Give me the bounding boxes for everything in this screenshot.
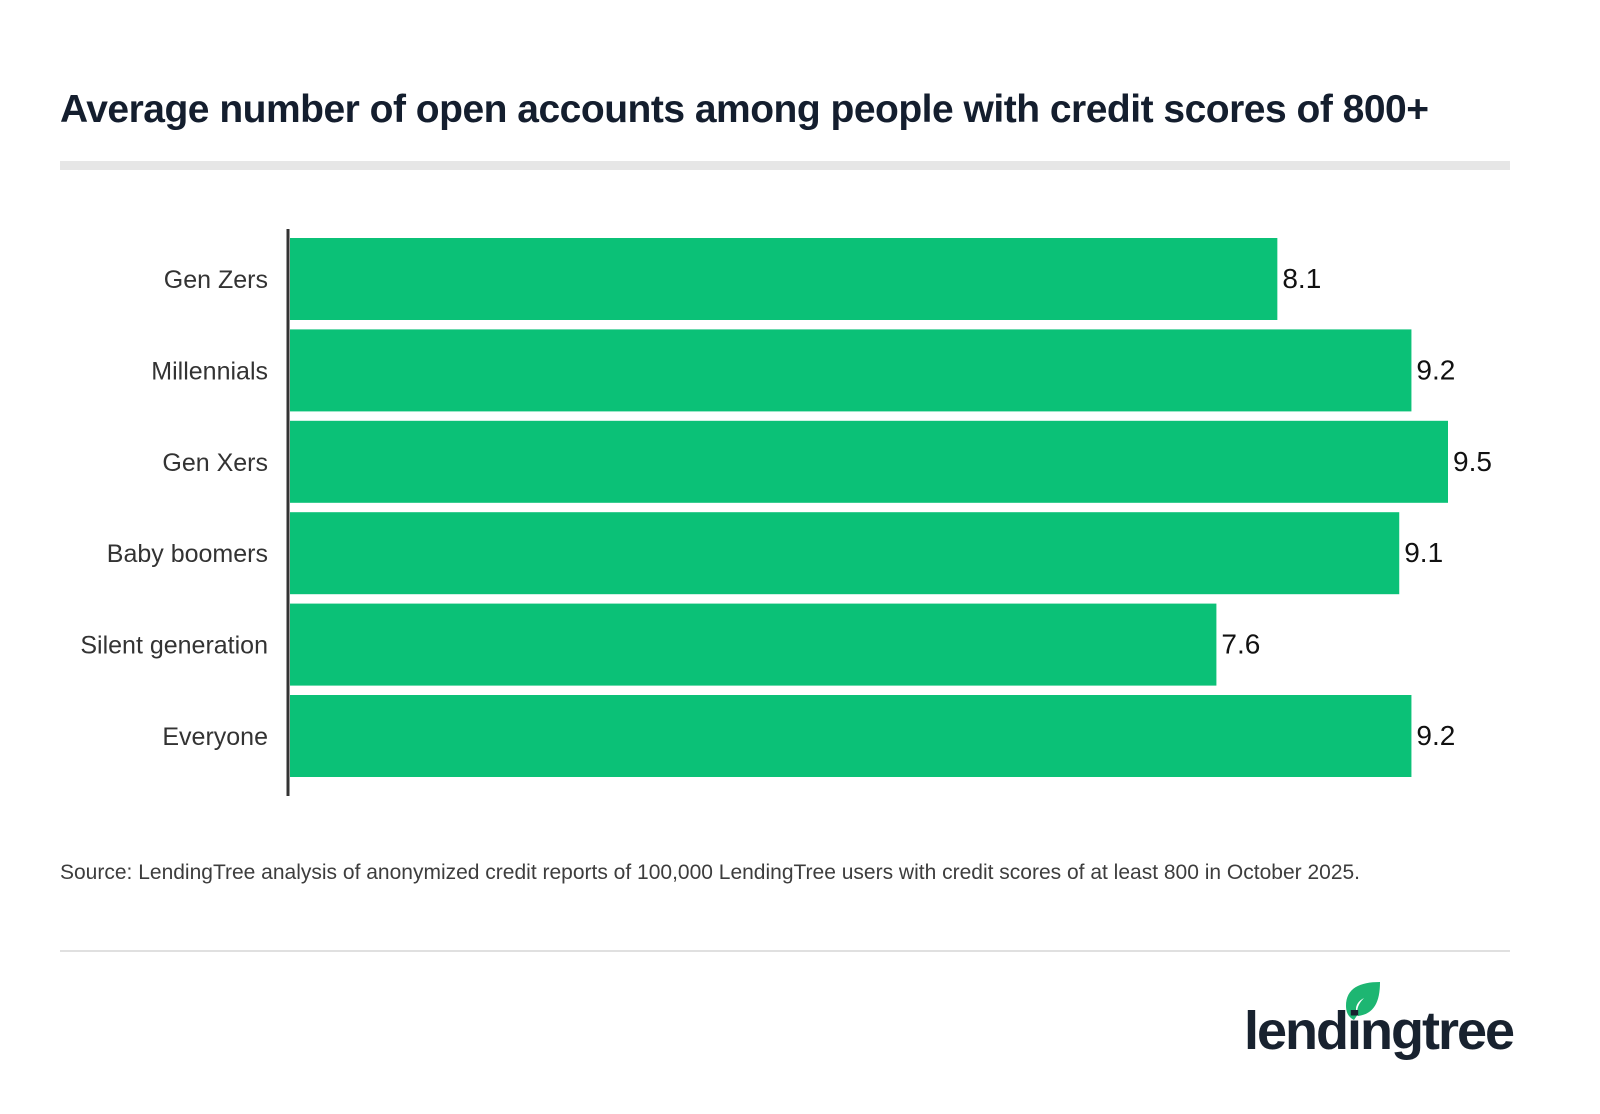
data-label: 8.1 [1282,263,1321,294]
lendingtree-logo: lendingtree [1244,980,1515,1065]
source-note: Source: LendingTree analysis of anonymiz… [60,861,1361,884]
logo-wordmark: lendingtree [1244,1001,1515,1061]
bar [290,695,1412,777]
data-label: 9.1 [1404,537,1443,568]
category-label: Gen Xers [162,449,268,477]
category-label: Silent generation [80,632,268,660]
category-label: Gen Zers [164,266,268,294]
data-label: 7.6 [1221,629,1260,660]
bar [290,329,1412,412]
bar [290,420,1448,503]
bar-chart: Gen Zers 8.1 Millennials 9.2 Gen Xers 9.5 Baby… [80,229,1492,796]
chart-title: Average number of open accounts among pe… [60,88,1429,131]
bar [290,238,1278,320]
category-label: Baby boomers [107,540,268,568]
data-label: 9.5 [1453,446,1492,477]
category-label: Everyone [162,723,268,751]
data-label: 9.2 [1416,720,1455,751]
data-label: 9.2 [1416,354,1455,385]
bar [290,603,1217,686]
footer-divider [60,950,1510,952]
title-divider [60,161,1510,170]
bar [290,512,1400,595]
leaf-icon [1346,982,1380,1020]
category-label: Millennials [151,357,268,385]
